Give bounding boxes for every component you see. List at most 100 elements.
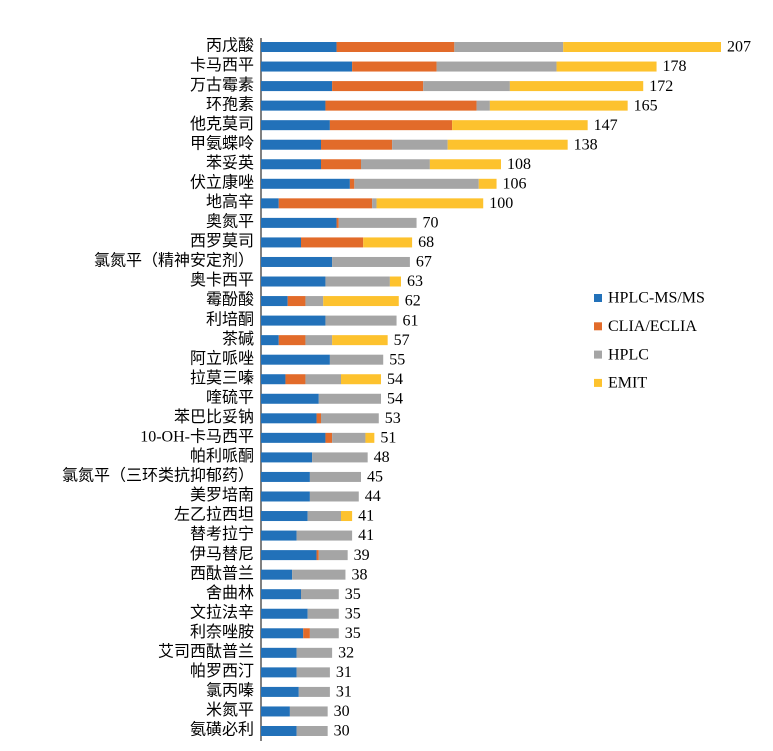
total-label: 68: [418, 234, 434, 251]
total-label: 48: [374, 449, 390, 466]
y-tick-label: 奥卡西平: [190, 271, 254, 289]
total-label: 100: [489, 195, 513, 212]
bar-segment: [341, 511, 353, 522]
bar-segment: [278, 335, 306, 346]
bar-segment: [296, 530, 353, 541]
bar-segment: [261, 354, 330, 365]
bar-segment: [478, 178, 497, 189]
bar-segment: [261, 139, 321, 150]
y-tick-label: 艾司西酞普兰: [158, 643, 254, 661]
bar-segment: [261, 647, 297, 658]
bar-segment: [563, 42, 721, 52]
bar-segment: [261, 42, 337, 52]
legend-swatch: [594, 294, 602, 302]
y-tick-label: 氯氮平（三环类抗抑郁药）: [62, 467, 254, 485]
y-tick-label: 帕利哌酮: [190, 447, 254, 465]
bar-segment: [261, 413, 317, 424]
bar-segment: [289, 706, 328, 717]
legend-label: CLIA/ECLIA: [608, 318, 697, 335]
bar-segment: [261, 726, 297, 736]
bar-segment: [261, 569, 293, 580]
bar-segment: [261, 589, 301, 600]
total-label: 63: [407, 273, 423, 290]
bar-segment: [336, 42, 455, 52]
total-label: 41: [358, 508, 374, 525]
bar-segment: [325, 100, 477, 111]
bar-segment: [509, 81, 644, 92]
bar-segment: [336, 217, 339, 228]
total-label: 172: [649, 78, 673, 95]
bar-segment: [261, 374, 286, 385]
bar-segment: [261, 237, 301, 248]
bar-segment: [321, 413, 379, 424]
bar-segment: [429, 159, 501, 170]
total-label: 31: [336, 684, 352, 701]
total-label: 54: [387, 390, 403, 407]
bar-segment: [307, 511, 341, 522]
bar-segment: [447, 139, 568, 150]
y-tick-label: 茶碱: [222, 330, 254, 348]
bar-segment: [363, 237, 413, 248]
y-tick-label: 伏立康唑: [190, 173, 254, 191]
total-label: 54: [387, 371, 403, 388]
bar-segment: [321, 159, 361, 170]
bar-segment: [261, 628, 304, 639]
bar-segment: [376, 198, 484, 209]
total-label: 108: [507, 156, 531, 173]
bar-segment: [292, 569, 346, 580]
total-label: 30: [334, 723, 350, 740]
y-tick-label: 氯丙嗪: [206, 682, 254, 700]
y-tick-label: 喹硫平: [206, 388, 254, 406]
total-label: 38: [351, 566, 367, 583]
bar-segment: [307, 608, 339, 619]
y-tick-label: 苯妥英: [206, 154, 254, 172]
total-label: 61: [403, 312, 419, 329]
y-tick-label: 氯氮平（精神安定剂）: [94, 252, 254, 270]
total-label: 57: [394, 332, 410, 349]
bar-segment: [389, 276, 401, 287]
bar-segment: [325, 276, 390, 287]
legend-swatch: [594, 378, 602, 387]
bar-segment: [305, 374, 341, 385]
bar-segment: [261, 120, 330, 131]
bar-segment: [261, 706, 290, 717]
bar-segment: [261, 315, 326, 326]
bar-segment: [261, 491, 310, 502]
bar-segment: [321, 139, 393, 150]
total-label: 39: [354, 547, 370, 564]
bar-segment: [287, 296, 306, 307]
bar-segment: [332, 81, 424, 92]
y-tick-label: 苯巴比妥钠: [174, 408, 254, 426]
bar-segment: [338, 217, 417, 228]
y-tick-label: 10-OH-卡马西平: [140, 428, 254, 446]
y-tick-label: 西罗莫司: [190, 232, 254, 250]
legend-label: HPLC-MS/MS: [608, 290, 705, 307]
y-tick-label: 利奈唑胺: [190, 623, 254, 641]
bar-segment: [261, 452, 313, 463]
bar-segment: [261, 550, 317, 561]
bar-segment: [556, 61, 657, 72]
bar-segment: [329, 120, 453, 131]
y-tick-label: 帕罗西汀: [190, 662, 254, 680]
bar-segment: [318, 550, 348, 561]
bar-segment: [309, 628, 339, 639]
y-tick-label: 拉莫三嗪: [190, 369, 254, 387]
bar-segment: [332, 335, 388, 346]
bar-segment: [489, 100, 628, 111]
total-label: 165: [634, 97, 658, 114]
bar-segment: [261, 530, 297, 541]
total-label: 31: [336, 664, 352, 681]
total-label: 44: [365, 488, 381, 505]
total-label: 41: [358, 527, 374, 544]
bar-segment: [261, 686, 299, 697]
y-tick-label: 西酞普兰: [190, 564, 254, 582]
total-label: 35: [345, 605, 361, 622]
bar-segment: [372, 198, 377, 209]
bar-segment: [305, 296, 324, 307]
total-label: 30: [334, 703, 350, 720]
bar-segment: [354, 178, 479, 189]
bar-segment: [365, 432, 375, 443]
bar-segment: [261, 471, 310, 482]
total-label: 55: [389, 351, 405, 368]
y-tick-label: 米氮平: [206, 701, 254, 719]
